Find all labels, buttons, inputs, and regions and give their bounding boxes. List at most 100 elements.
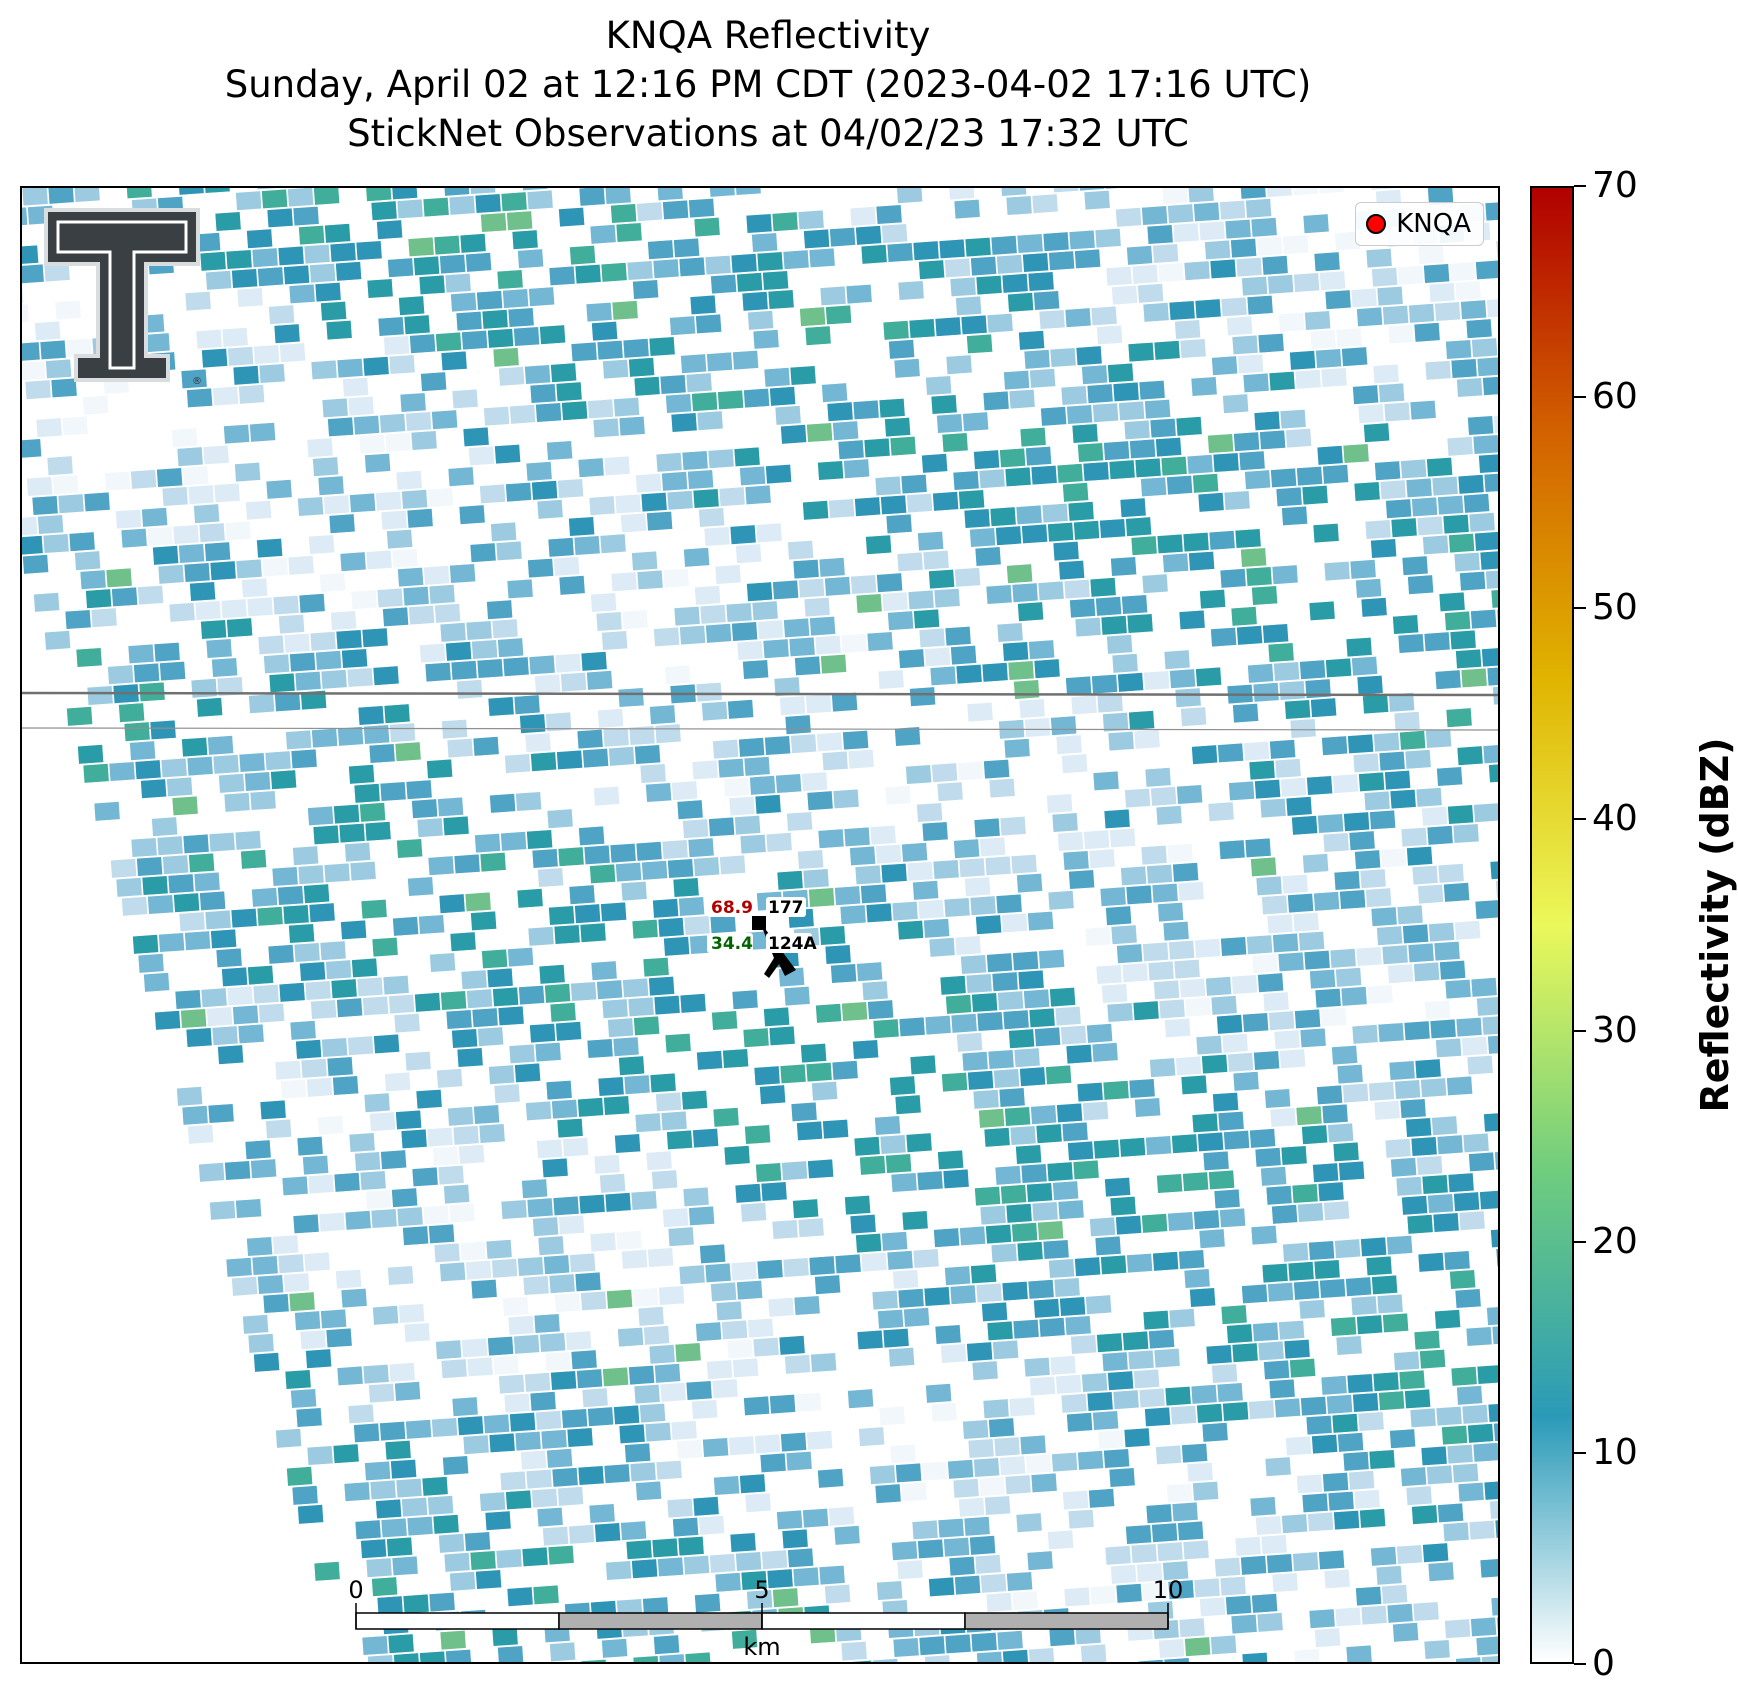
reflectivity-cell (347, 395, 375, 417)
reflectivity-cell (595, 611, 623, 632)
reflectivity-cell (1360, 1236, 1388, 1258)
reflectivity-cell (611, 300, 639, 321)
reflectivity-cell (22, 438, 43, 459)
reflectivity-cell (515, 791, 543, 812)
reflectivity-cell (878, 1405, 906, 1427)
reflectivity-cell (235, 558, 263, 580)
reflectivity-cell (744, 1492, 772, 1513)
reflectivity-cell (896, 188, 924, 204)
reflectivity-cell (673, 605, 701, 627)
reflectivity-cell (907, 589, 935, 611)
reflectivity-cell (1186, 454, 1214, 475)
reflectivity-cell (363, 724, 391, 745)
reflectivity-cell (379, 413, 407, 434)
reflectivity-cell (817, 1468, 845, 1489)
reflectivity-cell (858, 1426, 886, 1447)
reflectivity-cell (687, 837, 715, 858)
reflectivity-cell (1217, 1110, 1245, 1132)
reflectivity-cell (1002, 1009, 1030, 1030)
reflectivity-cell (1208, 1169, 1236, 1191)
reflectivity-cell (1320, 1375, 1348, 1396)
reflectivity-cell (1004, 466, 1032, 488)
reflectivity-cell (42, 533, 70, 554)
reflectivity-cell (1123, 419, 1151, 441)
reflectivity-cell (667, 1226, 695, 1247)
reflectivity-cell (1066, 1412, 1094, 1433)
reflectivity-cell (912, 240, 940, 261)
sticknet-station-plot[interactable]: 68.9 177 34.4 124A (707, 897, 817, 978)
reflectivity-cell (849, 206, 877, 227)
reflectivity-cell (727, 699, 755, 720)
reflectivity-cell (471, 639, 499, 660)
reflectivity-cell (22, 535, 44, 556)
reflectivity-cell (1096, 692, 1124, 714)
reflectivity-cell (465, 1259, 493, 1281)
reflectivity-cell (1045, 1064, 1073, 1086)
reflectivity-cell (499, 1470, 527, 1492)
reflectivity-cell (881, 223, 909, 244)
reflectivity-cell (1168, 300, 1196, 321)
reflectivity-cell (1193, 1577, 1221, 1599)
reflectivity-cell (1302, 213, 1330, 234)
reflectivity-cell (1134, 457, 1162, 479)
reflectivity-cell (738, 737, 766, 758)
reflectivity-cell (1030, 1472, 1058, 1494)
reflectivity-cell (293, 942, 321, 963)
reflectivity-cell (1402, 923, 1430, 945)
reflectivity-cell (1107, 362, 1135, 384)
reflectivity-cell (985, 1223, 1013, 1245)
reflectivity-cell (1411, 1504, 1439, 1525)
reflectivity-cell (1359, 868, 1387, 889)
reflectivity-cell (692, 1127, 720, 1149)
reflectivity-cell (524, 364, 552, 385)
reflectivity-cell (909, 686, 937, 707)
reflectivity-cell (889, 1443, 917, 1465)
reflectivity-cell (787, 539, 815, 561)
reflectivity-cell (1296, 465, 1324, 487)
radar-map-panel[interactable]: 68.9 177 34.4 124A 0 5 10 km ® (20, 186, 1500, 1664)
reflectivity-cell (105, 567, 133, 589)
reflectivity-cell (894, 726, 922, 747)
reflectivity-cell (939, 975, 967, 996)
reflectivity-cell (603, 1463, 631, 1484)
reflectivity-cell (1338, 1160, 1366, 1182)
reflectivity-cell (1389, 1428, 1417, 1449)
reflectivity-cell (532, 1216, 560, 1237)
reflectivity-cell (1195, 1034, 1223, 1056)
reflectivity-cell (1040, 406, 1068, 427)
reflectivity-cell (22, 284, 25, 305)
reflectivity-cell (347, 1403, 375, 1425)
reflectivity-cell (743, 756, 771, 777)
reflectivity-cell (22, 360, 47, 381)
reflectivity-cell (1251, 953, 1279, 974)
reflectivity-cell (726, 1338, 754, 1360)
reflectivity-cell (432, 1145, 460, 1167)
reflectivity-cell (431, 1417, 459, 1438)
reflectivity-cell (204, 909, 232, 931)
reflectivity-cell (895, 1462, 923, 1484)
reflectivity-cell (1251, 1593, 1279, 1614)
reflectivity-cell (565, 1330, 593, 1351)
reflectivity-cell (1142, 302, 1170, 323)
reflectivity-cell (1026, 1550, 1054, 1571)
reflectivity-cell (976, 1650, 1004, 1662)
reflectivity-cell (346, 667, 374, 688)
reflectivity-cell (1179, 977, 1207, 999)
reflectivity-cell (681, 450, 709, 471)
reflectivity-cell (410, 430, 438, 451)
reflectivity-cell (1181, 1442, 1209, 1464)
reflectivity-cell (1434, 1309, 1462, 1330)
reflectivity-cell (1484, 200, 1498, 222)
reflectivity-cell (189, 581, 217, 602)
reflectivity-cell (1476, 996, 1498, 1017)
reflectivity-cell (1164, 1385, 1192, 1407)
reflectivity-cell (632, 1655, 660, 1662)
reflectivity-cell (1164, 1017, 1192, 1039)
map-legend: KNQA (1355, 202, 1484, 246)
reflectivity-cell (1284, 699, 1312, 720)
reflectivity-cell (924, 646, 952, 668)
reflectivity-cell (970, 255, 998, 277)
reflectivity-cell (162, 854, 190, 875)
reflectivity-cell (406, 508, 434, 529)
reflectivity-cell (983, 758, 1011, 780)
